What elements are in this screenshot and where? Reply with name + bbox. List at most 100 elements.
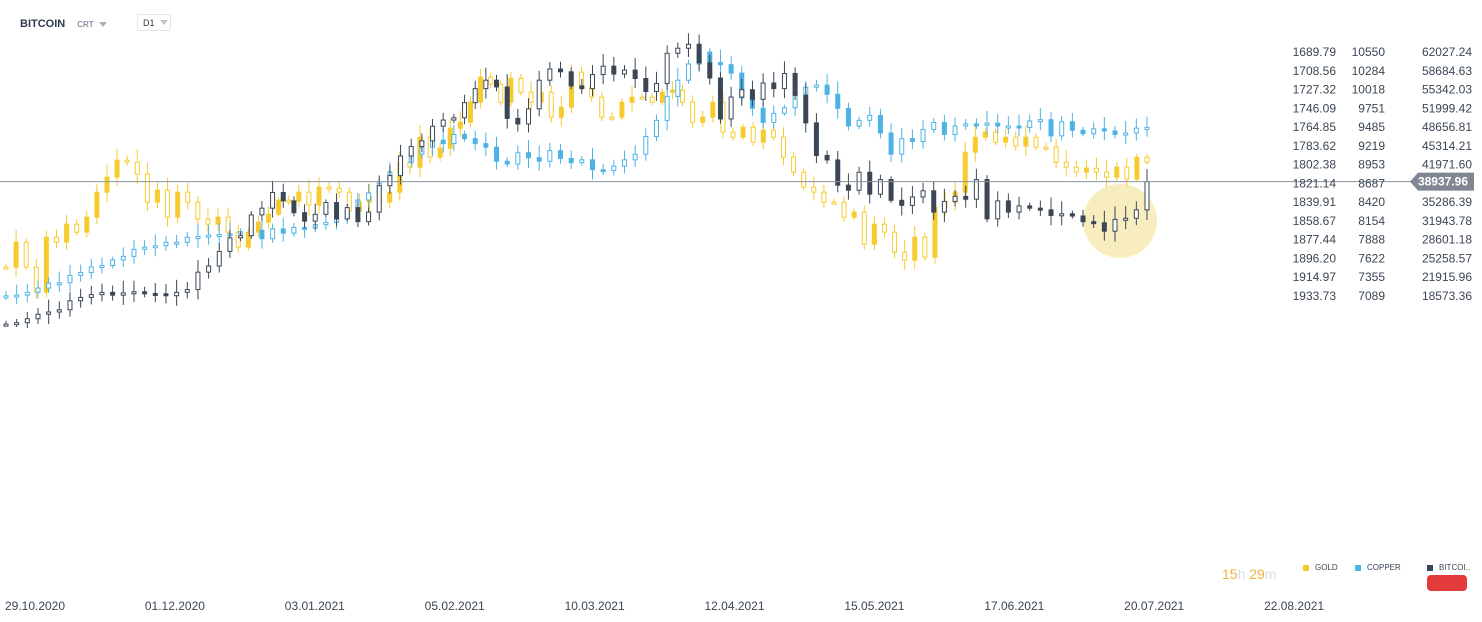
candle-body	[824, 154, 830, 161]
candle-body	[700, 116, 706, 123]
gold-price-tick: 1802.38	[1293, 158, 1337, 172]
legend-copper-label: COPPER	[1367, 563, 1401, 572]
timeframe-caret-icon	[159, 20, 168, 25]
candle-body	[163, 241, 169, 247]
candle-body	[801, 171, 807, 188]
candle-body	[881, 223, 887, 233]
candle-body	[1101, 222, 1107, 232]
candle-body	[366, 192, 372, 201]
gold-price-tick: 1783.62	[1293, 139, 1337, 153]
candle-body	[621, 159, 627, 167]
candle-body	[1080, 215, 1086, 223]
candle-body	[440, 119, 446, 127]
candle-body	[600, 65, 606, 76]
candle-body	[216, 234, 222, 238]
candle-body	[696, 43, 702, 64]
legend-copper-swatch	[1355, 564, 1361, 571]
candle-body	[174, 291, 180, 297]
candle-body	[64, 223, 70, 243]
legend-copper[interactable]: COPPER	[1355, 563, 1401, 572]
date-tick: 10.03.2021	[565, 599, 625, 613]
candle-body	[316, 186, 322, 206]
candle-body	[579, 159, 585, 164]
candle-body	[781, 107, 787, 114]
candle-body	[803, 94, 809, 124]
candle-body	[995, 122, 1001, 127]
bitcoin-price-tick: 45314.21	[1422, 139, 1472, 153]
bitcoin-price-tick: 58684.63	[1422, 64, 1472, 78]
candle-body	[963, 195, 969, 200]
candle-body	[813, 122, 819, 156]
countdown-minutes: 29	[1249, 566, 1265, 582]
candle-body	[835, 159, 841, 186]
candle-body	[1003, 136, 1009, 143]
candle-body	[973, 123, 979, 127]
symbol-name[interactable]: BITCOIN	[20, 18, 66, 30]
candle-body	[680, 89, 686, 103]
legend-gold[interactable]: GOLD	[1303, 563, 1338, 572]
candle-body	[558, 106, 564, 118]
candle-body	[867, 114, 873, 121]
candle-body	[326, 186, 332, 190]
candle-body	[1101, 128, 1107, 132]
highlight-circle-shape	[1083, 184, 1157, 258]
legend-gold-swatch	[1303, 564, 1309, 571]
gold-price-tick: 1858.67	[1293, 214, 1337, 228]
candle-body	[504, 160, 510, 165]
candle-body	[1114, 166, 1120, 178]
candle-body	[46, 311, 52, 315]
candle-body	[1144, 126, 1150, 130]
candle-body	[88, 266, 94, 274]
candle-body	[653, 119, 659, 138]
candle-body	[56, 309, 62, 313]
candle-body	[1016, 125, 1022, 129]
candle-body	[387, 175, 393, 187]
candle-body	[632, 153, 638, 161]
gold-price-tick: 1746.09	[1293, 101, 1337, 115]
candle-body	[3, 295, 9, 299]
candle-body	[909, 196, 915, 206]
timeframe-select[interactable]: D1	[137, 14, 171, 31]
candle-body	[46, 282, 52, 289]
candle-body	[851, 211, 857, 218]
candle-body	[791, 156, 797, 173]
candle-body	[730, 131, 736, 138]
legend-bitcoin-swatch	[1427, 564, 1433, 571]
candle-body	[621, 69, 627, 75]
candle-body	[685, 43, 691, 49]
date-tick: 05.02.2021	[425, 599, 485, 613]
candle-body	[1048, 119, 1054, 137]
candle-body	[892, 231, 898, 253]
candle-body	[728, 64, 734, 74]
sell-button[interactable]	[1427, 575, 1467, 591]
candle-body	[659, 91, 665, 103]
copper-price-tick: 10284	[1352, 64, 1386, 78]
candle-body	[472, 138, 478, 145]
candle-body	[984, 179, 990, 220]
candle-body	[235, 231, 241, 248]
candle-body	[1080, 129, 1086, 135]
candle-body	[195, 236, 201, 240]
chart-type-label[interactable]: CRT	[77, 19, 94, 29]
candle-body	[286, 199, 292, 203]
candle-body	[355, 207, 361, 223]
candle-body	[215, 216, 221, 225]
candle-body	[494, 79, 500, 88]
candle-body	[558, 150, 564, 159]
candle-body	[419, 140, 425, 147]
price-axis: 1689.79 10550 62027.24 1708.56 10284 58684.63…	[1293, 45, 1473, 303]
candle-body	[877, 114, 883, 134]
candle-body	[1123, 217, 1129, 221]
candle-body	[653, 83, 659, 92]
legend-bitcoin[interactable]: BITCOI..	[1427, 563, 1470, 572]
candle-body	[931, 121, 937, 131]
date-tick: 01.12.2020	[145, 599, 205, 613]
candle-body	[664, 52, 670, 85]
series-copper	[3, 42, 1150, 305]
countdown-hours: 15	[1222, 566, 1238, 582]
candle-body	[104, 176, 110, 193]
date-tick: 15.05.2021	[844, 599, 904, 613]
date-tick: 17.06.2021	[984, 599, 1044, 613]
chart-type-caret-icon[interactable]	[98, 21, 107, 27]
